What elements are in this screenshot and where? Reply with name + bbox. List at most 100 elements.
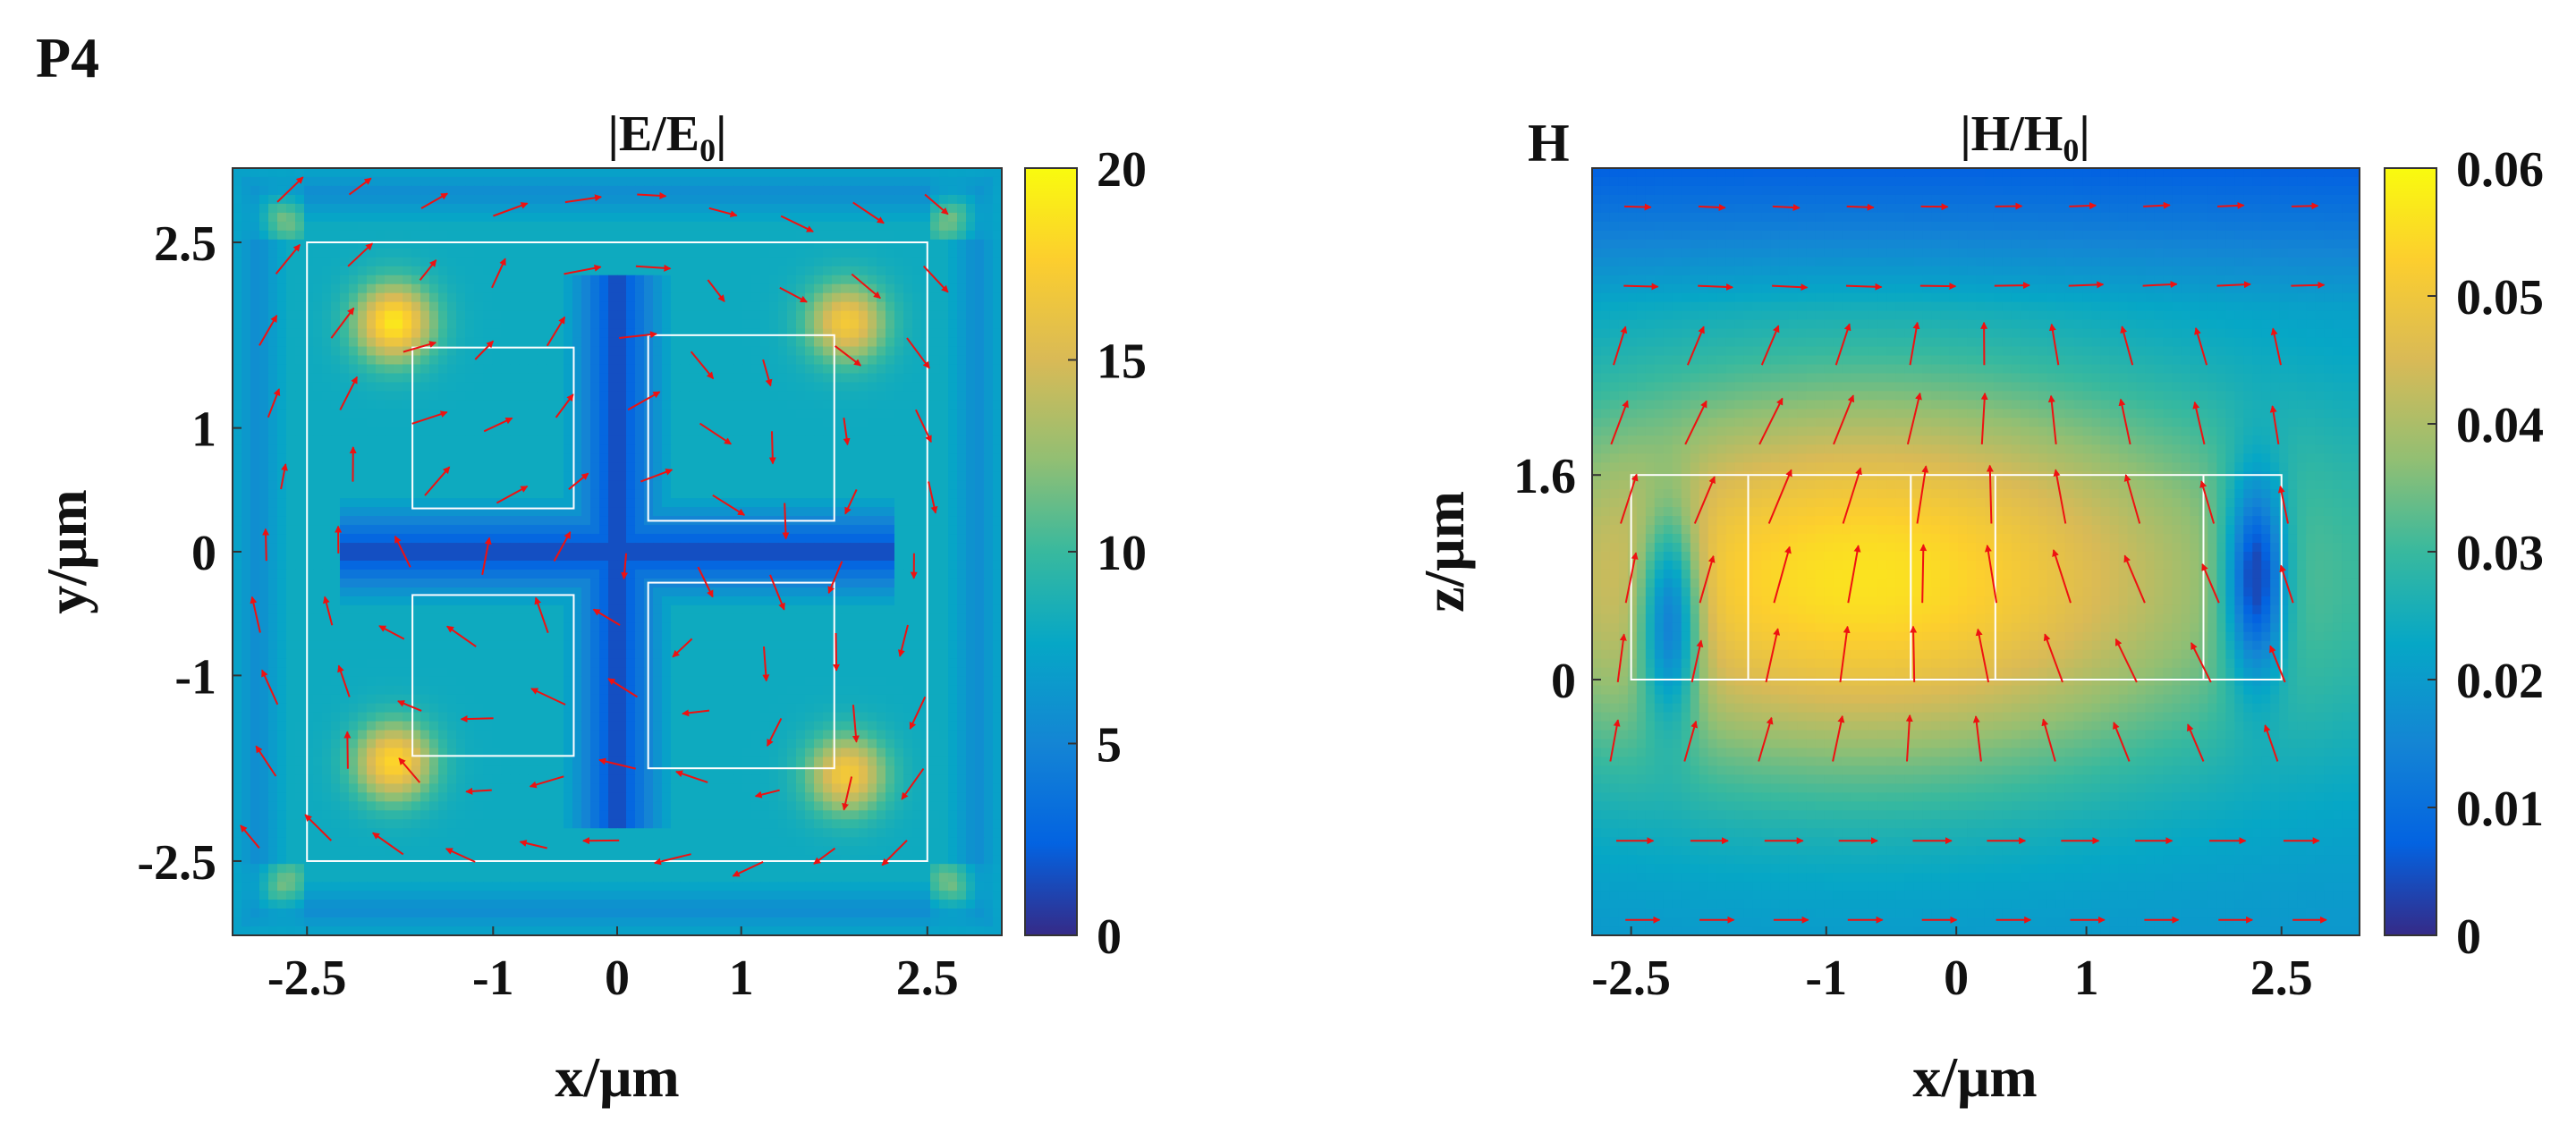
- heatmap-cell: [626, 292, 636, 303]
- heatmap-cell: [939, 578, 949, 588]
- heatmap-cell: [304, 364, 314, 375]
- heatmap-cell: [465, 667, 475, 678]
- heatmap-cell: [259, 525, 269, 535]
- heatmap-cell: [411, 489, 421, 499]
- heatmap-cell: [268, 221, 278, 232]
- heatmap-cell: [349, 418, 359, 427]
- heatmap-cell: [510, 382, 520, 393]
- heatmap-cell: [707, 176, 716, 187]
- heatmap-cell: [948, 185, 958, 196]
- heatmap-cell: [662, 283, 672, 294]
- heatmap-cell: [376, 427, 386, 436]
- heatmap-cell: [751, 185, 761, 196]
- heatmap-cell: [456, 212, 466, 223]
- heatmap-cell: [474, 310, 484, 321]
- heatmap-cell: [555, 569, 564, 579]
- heatmap-cell: [447, 489, 457, 499]
- heatmap-cell: [751, 453, 761, 463]
- heatmap-cell: [698, 604, 708, 615]
- heatmap-cell: [456, 613, 466, 624]
- heatmap-cell: [894, 266, 904, 276]
- heatmap-cell: [599, 373, 609, 384]
- heatmap-cell: [465, 203, 475, 214]
- heatmap-cell: [250, 409, 260, 418]
- heatmap-cell: [689, 301, 699, 312]
- heatmap-cell: [903, 604, 913, 615]
- heatmap-cell: [590, 409, 600, 418]
- heatmap-cell: [242, 471, 251, 481]
- heatmap-cell: [608, 337, 618, 348]
- heatmap-cell: [993, 462, 1002, 472]
- heatmap-cell: [760, 292, 770, 303]
- heatmap-cell: [402, 569, 412, 579]
- heatmap-cell: [322, 649, 332, 660]
- heatmap-cell: [250, 444, 260, 454]
- heatmap-cell: [724, 427, 734, 436]
- heatmap-cell: [483, 587, 493, 597]
- heatmap-cell: [233, 168, 242, 178]
- heatmap-cell: [733, 346, 743, 357]
- heatmap-cell: [814, 667, 824, 678]
- heatmap-cell: [259, 622, 269, 633]
- heatmap-cell: [555, 310, 564, 321]
- heatmap-cell: [528, 462, 538, 472]
- heatmap-cell: [474, 409, 484, 418]
- heatmap-cell: [367, 507, 377, 517]
- heatmap-cell: [716, 418, 725, 427]
- heatmap-cell: [268, 319, 278, 330]
- heatmap-cell: [340, 489, 350, 499]
- heatmap-cell: [626, 587, 636, 597]
- heatmap-cell: [295, 266, 305, 276]
- heatmap-cell: [599, 435, 609, 445]
- heatmap-cell: [295, 552, 305, 562]
- heatmap-cell: [250, 355, 260, 366]
- heatmap-cell: [474, 578, 484, 588]
- heatmap-cell: [233, 587, 242, 597]
- heatmap-cell: [411, 543, 421, 553]
- heatmap-cell: [724, 587, 734, 597]
- heatmap-cell: [886, 310, 895, 321]
- heatmap-cell: [859, 622, 869, 633]
- heatmap-cell: [349, 391, 359, 401]
- heatmap-cell: [608, 569, 618, 579]
- heatmap-cell: [555, 658, 564, 669]
- heatmap-cell: [617, 435, 627, 445]
- heatmap-cell: [537, 382, 547, 393]
- heatmap-cell: [286, 498, 296, 508]
- heatmap-cell: [447, 427, 457, 436]
- heatmap-cell: [259, 239, 269, 249]
- heatmap-cell: [313, 328, 323, 339]
- heatmap-cell: [769, 622, 779, 633]
- heatmap-cell: [608, 471, 618, 481]
- heatmap-cell: [877, 319, 886, 330]
- heatmap-cell: [242, 337, 251, 348]
- heatmap-cell: [385, 409, 394, 418]
- heatmap-cell: [429, 194, 439, 205]
- heatmap-cell: [358, 587, 368, 597]
- heatmap-cell: [295, 257, 305, 267]
- heatmap-cell: [814, 176, 824, 187]
- heatmap-cell: [537, 283, 547, 294]
- heatmap-cell: [733, 667, 743, 678]
- heatmap-cell: [510, 185, 520, 196]
- heatmap-cell: [814, 498, 824, 508]
- heatmap-cell: [868, 552, 877, 562]
- heatmap-cell: [501, 364, 511, 375]
- heatmap-cell: [376, 604, 386, 615]
- heatmap-cell: [608, 194, 618, 205]
- heatmap-cell: [671, 364, 681, 375]
- heatmap-cell: [608, 489, 618, 499]
- heatmap-cell: [286, 569, 296, 579]
- heatmap-cell: [716, 400, 725, 410]
- heatmap-cell: [894, 355, 904, 366]
- heatmap-cell: [581, 400, 591, 410]
- heatmap-cell: [268, 525, 278, 535]
- heatmap-cell: [555, 622, 564, 633]
- heatmap-cell: [385, 543, 394, 553]
- heatmap-cell: [286, 649, 296, 660]
- heatmap-cell: [474, 382, 484, 393]
- heatmap-cell: [340, 462, 350, 472]
- heatmap-cell: [707, 471, 716, 481]
- heatmap-cell: [680, 498, 690, 508]
- heatmap-cell: [402, 649, 412, 660]
